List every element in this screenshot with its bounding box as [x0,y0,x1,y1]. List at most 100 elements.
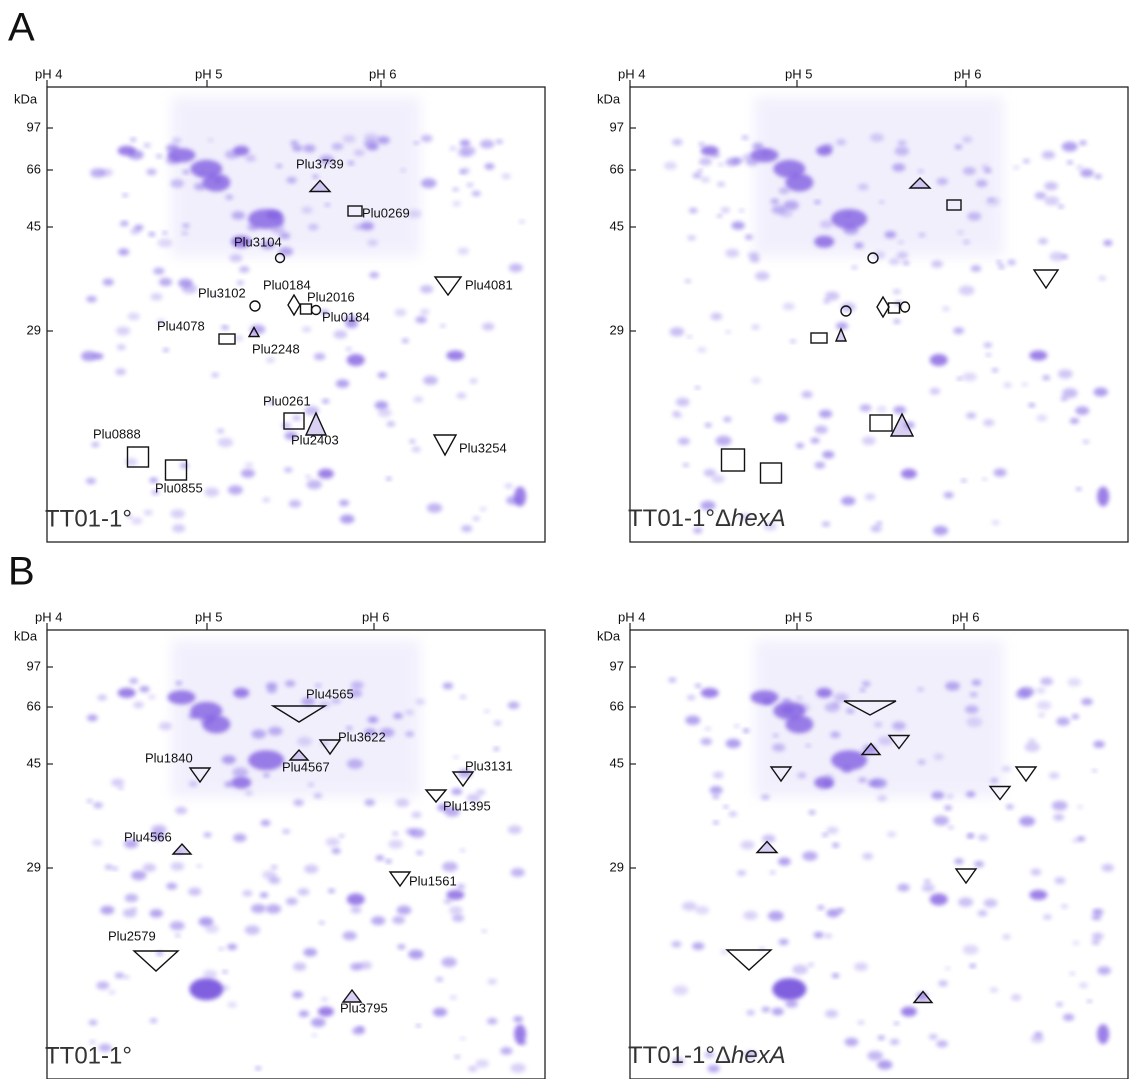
spot [265,682,278,690]
spot [283,467,293,473]
ph-label: pH 4 [618,66,645,81]
spot [232,767,249,778]
spot [188,887,202,896]
spot [143,143,151,148]
spot [479,506,487,512]
spot [700,145,719,156]
spot [91,839,103,847]
spot [1067,160,1073,165]
spot [1058,204,1064,209]
protein-label: Plu4565 [306,686,354,701]
marker-square [720,448,746,472]
spot [484,163,495,170]
spot [181,231,189,236]
spot [936,177,948,185]
spot [298,1010,310,1018]
spot [981,164,990,170]
ph-label: pH 4 [35,66,62,81]
spot [698,157,713,166]
spot [156,951,164,956]
spot [831,973,840,979]
spot [836,908,845,913]
spot [167,690,196,705]
spot [771,205,787,215]
mw-label: 29 [610,322,624,337]
spot [1071,838,1079,843]
spot [231,211,246,220]
spot [111,778,125,787]
spot [1018,686,1035,697]
spot [484,709,490,713]
spot [482,322,495,331]
spot [685,715,701,725]
spot [335,379,350,388]
spot [663,161,677,170]
marker-square [887,302,901,314]
spot [893,319,901,324]
spot [817,905,825,910]
strain-label: TT01-1°ΔhexA [628,1042,786,1069]
spot [945,966,951,971]
marker-triangle [341,988,363,1003]
spot [854,962,868,972]
spot [459,167,470,175]
spot [487,978,498,985]
marker-square [126,446,150,468]
spot [314,683,322,688]
spot [892,289,901,295]
spot [466,182,474,188]
spot [97,694,107,701]
spot [741,135,749,140]
spot [127,312,140,321]
spot [415,1024,421,1028]
spot [900,468,917,479]
spot [715,435,732,446]
spot [292,991,304,999]
spot [229,254,243,263]
spot [1101,863,1115,872]
marker-triangle [908,177,932,189]
spot [1030,1034,1044,1043]
spot [421,178,437,189]
protein-label: Plu1840 [145,750,193,765]
spot [223,326,229,330]
spot [125,458,138,466]
spot [833,693,849,703]
spot [225,194,234,200]
spot [962,166,976,175]
spot [929,387,941,395]
spot [457,247,469,255]
spot [443,898,452,904]
spot [990,778,999,783]
spot [982,477,988,481]
spot [938,980,948,987]
spot [1094,909,1104,915]
marker-circle [840,305,852,317]
ph-label: pH 6 [954,66,981,81]
spot [456,884,466,890]
spot [86,714,98,722]
spot [319,155,334,165]
spot [790,339,796,344]
spot [1035,687,1046,694]
spot [471,190,481,197]
spot [970,265,982,272]
spot [822,450,835,459]
spot [953,327,965,335]
spot [958,285,975,296]
spot [331,697,341,704]
spot [1021,382,1028,387]
spot [250,903,266,914]
spot [374,401,389,410]
marker-triangle [887,734,911,750]
spot [327,888,336,894]
spot [469,378,478,384]
spot [394,308,407,317]
spot [475,1059,490,1068]
spot [750,690,779,705]
spot [290,140,299,146]
spot [1091,769,1097,773]
spot [704,1051,715,1058]
marker-square [869,414,893,432]
